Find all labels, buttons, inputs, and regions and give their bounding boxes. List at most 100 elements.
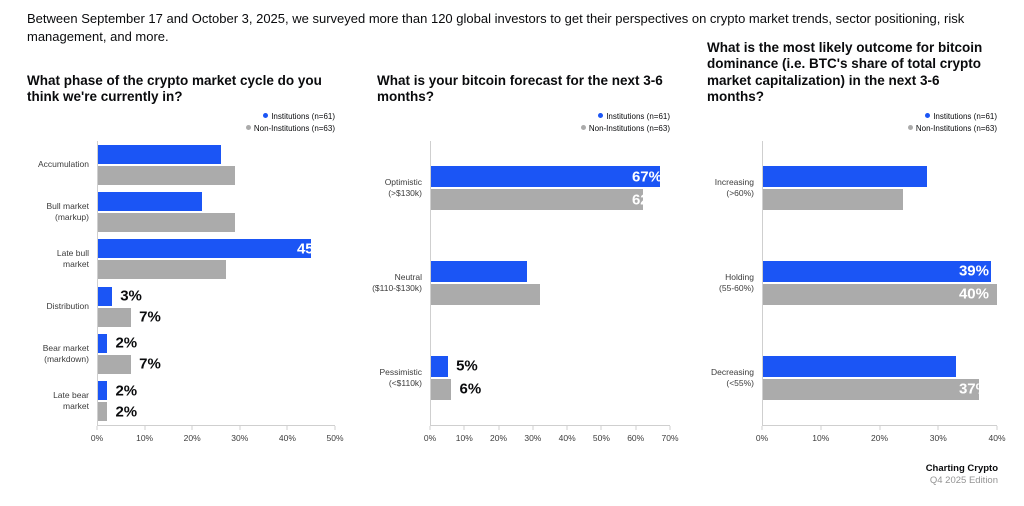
x-axis-tick-label: 20%	[490, 432, 508, 443]
bar-track: 7%	[98, 307, 335, 327]
category-label: Late bear market	[53, 390, 89, 412]
bar-group: 39% 40%	[762, 235, 997, 331]
x-axis-tick	[820, 425, 822, 430]
bar-group: 33% 37%	[762, 330, 997, 425]
bar-non-institutions	[98, 402, 108, 422]
category-label: Bear market (markdown)	[42, 342, 89, 364]
legend-label: Non-Institutions (n=63)	[915, 124, 997, 133]
bar-track: 7%	[98, 354, 335, 374]
value-label: 33%	[958, 357, 989, 375]
bar-track: 27%	[98, 260, 335, 280]
bar-track: 37%	[763, 378, 997, 400]
legend-item-non-institutions: Non-Institutions (n=63)	[707, 123, 997, 135]
category-label: Increasing (>60%)	[714, 177, 754, 199]
x-axis-tick-label: 0%	[90, 432, 104, 443]
x-axis-tick-label: 20%	[183, 432, 201, 443]
value-label: 2%	[115, 403, 138, 421]
bar-non-institutions	[431, 378, 452, 400]
category-label: Neutral ($110-$130k)	[372, 271, 422, 293]
category-label: Optimistic (>$130k)	[384, 177, 422, 199]
x-axis: 0% 10% 20% 30% 40% 50%	[27, 424, 344, 445]
x-axis-tick	[937, 425, 939, 430]
x-axis-tick	[498, 425, 500, 430]
bar-non-institutions	[98, 165, 236, 185]
x-axis-tick-label: 30%	[524, 432, 542, 443]
chart-row: Bull market (markup) 22% 29%	[27, 188, 335, 236]
bar-non-institutions	[763, 283, 997, 305]
chart-title: What phase of the crypto market cycle do…	[27, 72, 322, 104]
category-label: Bull market (markup)	[46, 200, 89, 222]
x-axis-tick-label: 10%	[136, 432, 154, 443]
bar-institutions	[98, 191, 203, 211]
x-axis-tick	[761, 425, 763, 430]
bar-track: 2%	[98, 381, 335, 401]
bar-track: 32%	[431, 283, 670, 305]
x-axis-tick-label: 10%	[455, 432, 473, 443]
x-axis-tick	[566, 425, 568, 430]
chart-row: Pessimistic (<$110k) 5% 6%	[377, 330, 670, 425]
legend-item-non-institutions: Non-Institutions (n=63)	[27, 123, 335, 135]
legend-label: Institutions (n=61)	[606, 112, 670, 121]
x-axis-tick-label: 50%	[592, 432, 610, 443]
bar-non-institutions	[98, 354, 132, 374]
x-axis-tick	[144, 425, 146, 430]
x-axis-tick	[532, 425, 534, 430]
value-label: 27%	[296, 261, 327, 279]
chart-row: Late bear market 2% 2%	[27, 377, 335, 425]
bar-track: 40%	[763, 283, 997, 305]
x-axis-tick	[463, 425, 465, 430]
bar-non-institutions	[431, 283, 541, 305]
institutions-dot-icon	[263, 113, 269, 118]
bar-group: 5% 6%	[430, 330, 670, 425]
bar-institutions	[763, 260, 992, 282]
report-credit: Charting Crypto Q4 2025 Edition	[926, 463, 998, 488]
bar-institutions	[98, 286, 113, 306]
bar-track: 28%	[431, 260, 670, 282]
bar-group: 28% 24%	[762, 141, 997, 236]
category-label: Accumulation	[37, 159, 89, 170]
bar-group: 26% 29%	[97, 141, 335, 189]
x-axis-tick-label: 30%	[231, 432, 249, 443]
chart-row: Neutral ($110-$130k) 28% 32%	[372, 235, 670, 331]
category-label: Distribution	[46, 301, 89, 312]
x-axis-tick	[96, 425, 98, 430]
x-axis-spacer	[377, 425, 430, 445]
x-axis-spacer	[27, 425, 97, 445]
legend-label: Institutions (n=61)	[271, 112, 335, 121]
value-label: 39%	[958, 262, 989, 280]
bar-track: 2%	[98, 333, 335, 353]
x-axis-tick	[600, 425, 602, 430]
x-axis-tick	[429, 425, 431, 430]
bar-track: 26%	[98, 144, 335, 164]
x-axis-tick-label: 30%	[929, 432, 947, 443]
value-label: 45%	[296, 240, 327, 258]
report-title: Charting Crypto	[925, 463, 998, 474]
bar-non-institutions	[98, 260, 226, 280]
bar-institutions	[98, 381, 108, 401]
bar-group: 2% 2%	[97, 377, 335, 425]
x-axis-tick-label: 70%	[661, 432, 679, 443]
category-label: Late bull market	[56, 248, 89, 270]
value-label: 6%	[459, 380, 482, 398]
x-axis-tick-label: 40%	[988, 432, 1006, 443]
value-label: 22%	[296, 192, 327, 210]
x-axis-tick-label: 10%	[812, 432, 830, 443]
bar-track: 45%	[98, 239, 335, 259]
value-label: 67%	[631, 168, 662, 186]
bar-track: 62%	[431, 189, 670, 211]
bar-track: 3%	[98, 286, 335, 306]
bar-group: 67% 62%	[430, 141, 670, 236]
x-axis: 0% 10% 20% 30% 40%	[707, 424, 1006, 445]
chart-row: Optimistic (>$130k) 67% 62%	[377, 141, 670, 236]
chart-legend: Institutions (n=61) Non-Institutions (n=…	[707, 111, 997, 135]
x-axis: 0% 10% 20% 30% 40% 50% 60% 70%	[377, 424, 679, 445]
legend-item-institutions: Institutions (n=61)	[377, 111, 670, 123]
legend-item-institutions: Institutions (n=61)	[27, 111, 335, 123]
chart-btc-dominance: What is the most likely outcome for bitc…	[707, 40, 1006, 445]
bar-institutions	[431, 166, 660, 188]
bar-group: 22% 29%	[97, 188, 335, 236]
x-axis-tick-label: 50%	[326, 432, 344, 443]
value-label: 32%	[631, 285, 662, 303]
x-axis-tick-label: 0%	[423, 432, 437, 443]
x-axis-tick-label: 40%	[278, 432, 296, 443]
